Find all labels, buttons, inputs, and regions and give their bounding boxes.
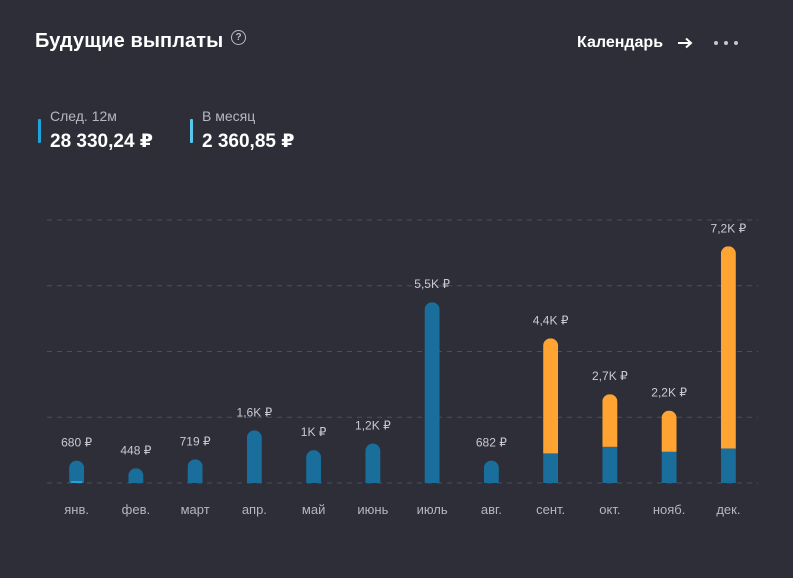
bar-4[interactable]: 1,6K ₽ апр. <box>237 405 273 517</box>
stat-label: В месяц <box>202 108 256 124</box>
bar-received-segment <box>602 446 618 483</box>
stat-value: 2 360,85 ₽ <box>202 131 295 152</box>
bar-received-segment <box>69 460 85 483</box>
stat-color-bar <box>38 119 41 143</box>
bar-2[interactable]: 448 ₽ фев. <box>120 443 151 517</box>
x-tick-label: май <box>302 502 325 517</box>
stat-label: След. 12м <box>50 108 117 124</box>
x-tick-label: окт. <box>599 502 620 517</box>
widget-title: Будущие выплаты <box>35 30 224 52</box>
bar-received-segment <box>365 443 381 483</box>
x-tick-label: авг. <box>481 502 502 517</box>
x-tick-label: июнь <box>357 502 388 517</box>
calendar-link[interactable]: Календарь <box>577 34 693 52</box>
bar-value-label: 2,2K ₽ <box>651 386 687 400</box>
x-tick-label: июль <box>417 502 448 517</box>
bar-1[interactable]: 680 ₽ янв. <box>61 436 92 517</box>
bar-value-label: 5,5K ₽ <box>414 277 450 291</box>
bar-value-label: 680 ₽ <box>61 436 92 450</box>
x-tick-label: янв. <box>64 502 89 517</box>
bar-5[interactable]: 1K ₽ май <box>301 425 327 517</box>
bar-received-segment <box>128 468 144 483</box>
more-horizontal-icon[interactable] <box>714 36 738 50</box>
x-tick-label: фев. <box>122 502 150 517</box>
bar-3[interactable]: 719 ₽ март <box>180 434 211 517</box>
stat-color-bar <box>190 119 193 143</box>
x-tick-label: нояб. <box>653 502 686 517</box>
x-tick-label: сент. <box>536 502 565 517</box>
bar-expected-segment <box>720 246 736 449</box>
bar-expected-segment <box>661 410 677 452</box>
bar-7[interactable]: 5,5K ₽ июль <box>414 277 450 517</box>
arrow-right-icon <box>678 37 693 49</box>
bar-value-label: 1,6K ₽ <box>237 405 273 419</box>
bar-9[interactable]: 4,4K ₽ сент. <box>533 313 569 517</box>
bar-received-segment <box>720 448 736 483</box>
calendar-link-label: Календарь <box>577 34 664 51</box>
bar-expected-segment <box>543 338 559 454</box>
bar-11[interactable]: 2,2K ₽ нояб. <box>651 386 687 517</box>
bar-expected-segment <box>602 394 618 447</box>
bar-received-segment <box>661 451 677 483</box>
bar-value-label: 1,2K ₽ <box>355 419 391 433</box>
bar-value-label: 7,2K ₽ <box>711 221 747 235</box>
bar-value-label: 682 ₽ <box>476 436 507 450</box>
x-tick-label: дек. <box>716 502 740 517</box>
stat-next-12m: След. 12м 28 330,24 ₽ <box>38 107 153 153</box>
stat-value: 28 330,24 ₽ <box>50 131 154 152</box>
bar-8[interactable]: 682 ₽ авг. <box>476 436 507 517</box>
bar-12[interactable]: 7,2K ₽ дек. <box>711 221 747 517</box>
bar-value-label: 2,7K ₽ <box>592 369 628 383</box>
bar-received-segment <box>246 430 262 483</box>
bar-value-label: 4,4K ₽ <box>533 313 569 327</box>
bar-value-label: 448 ₽ <box>120 443 151 457</box>
bar-value-label: 1K ₽ <box>301 425 327 439</box>
bar-received-segment <box>187 459 203 483</box>
bar-received-segment <box>543 453 559 483</box>
bar-highlight <box>71 481 83 483</box>
stat-per-month: В месяц 2 360,85 ₽ <box>190 107 294 153</box>
bar-10[interactable]: 2,7K ₽ окт. <box>592 369 628 517</box>
x-tick-label: апр. <box>242 502 267 517</box>
x-tick-label: март <box>181 502 210 517</box>
bar-received-segment <box>306 450 322 483</box>
bar-value-label: 719 ₽ <box>180 434 211 448</box>
bar-received-segment <box>424 302 440 483</box>
bar-6[interactable]: 1,2K ₽ июнь <box>355 419 391 517</box>
bar-received-segment <box>483 460 499 483</box>
question-circle-icon[interactable]: ? <box>231 30 246 45</box>
